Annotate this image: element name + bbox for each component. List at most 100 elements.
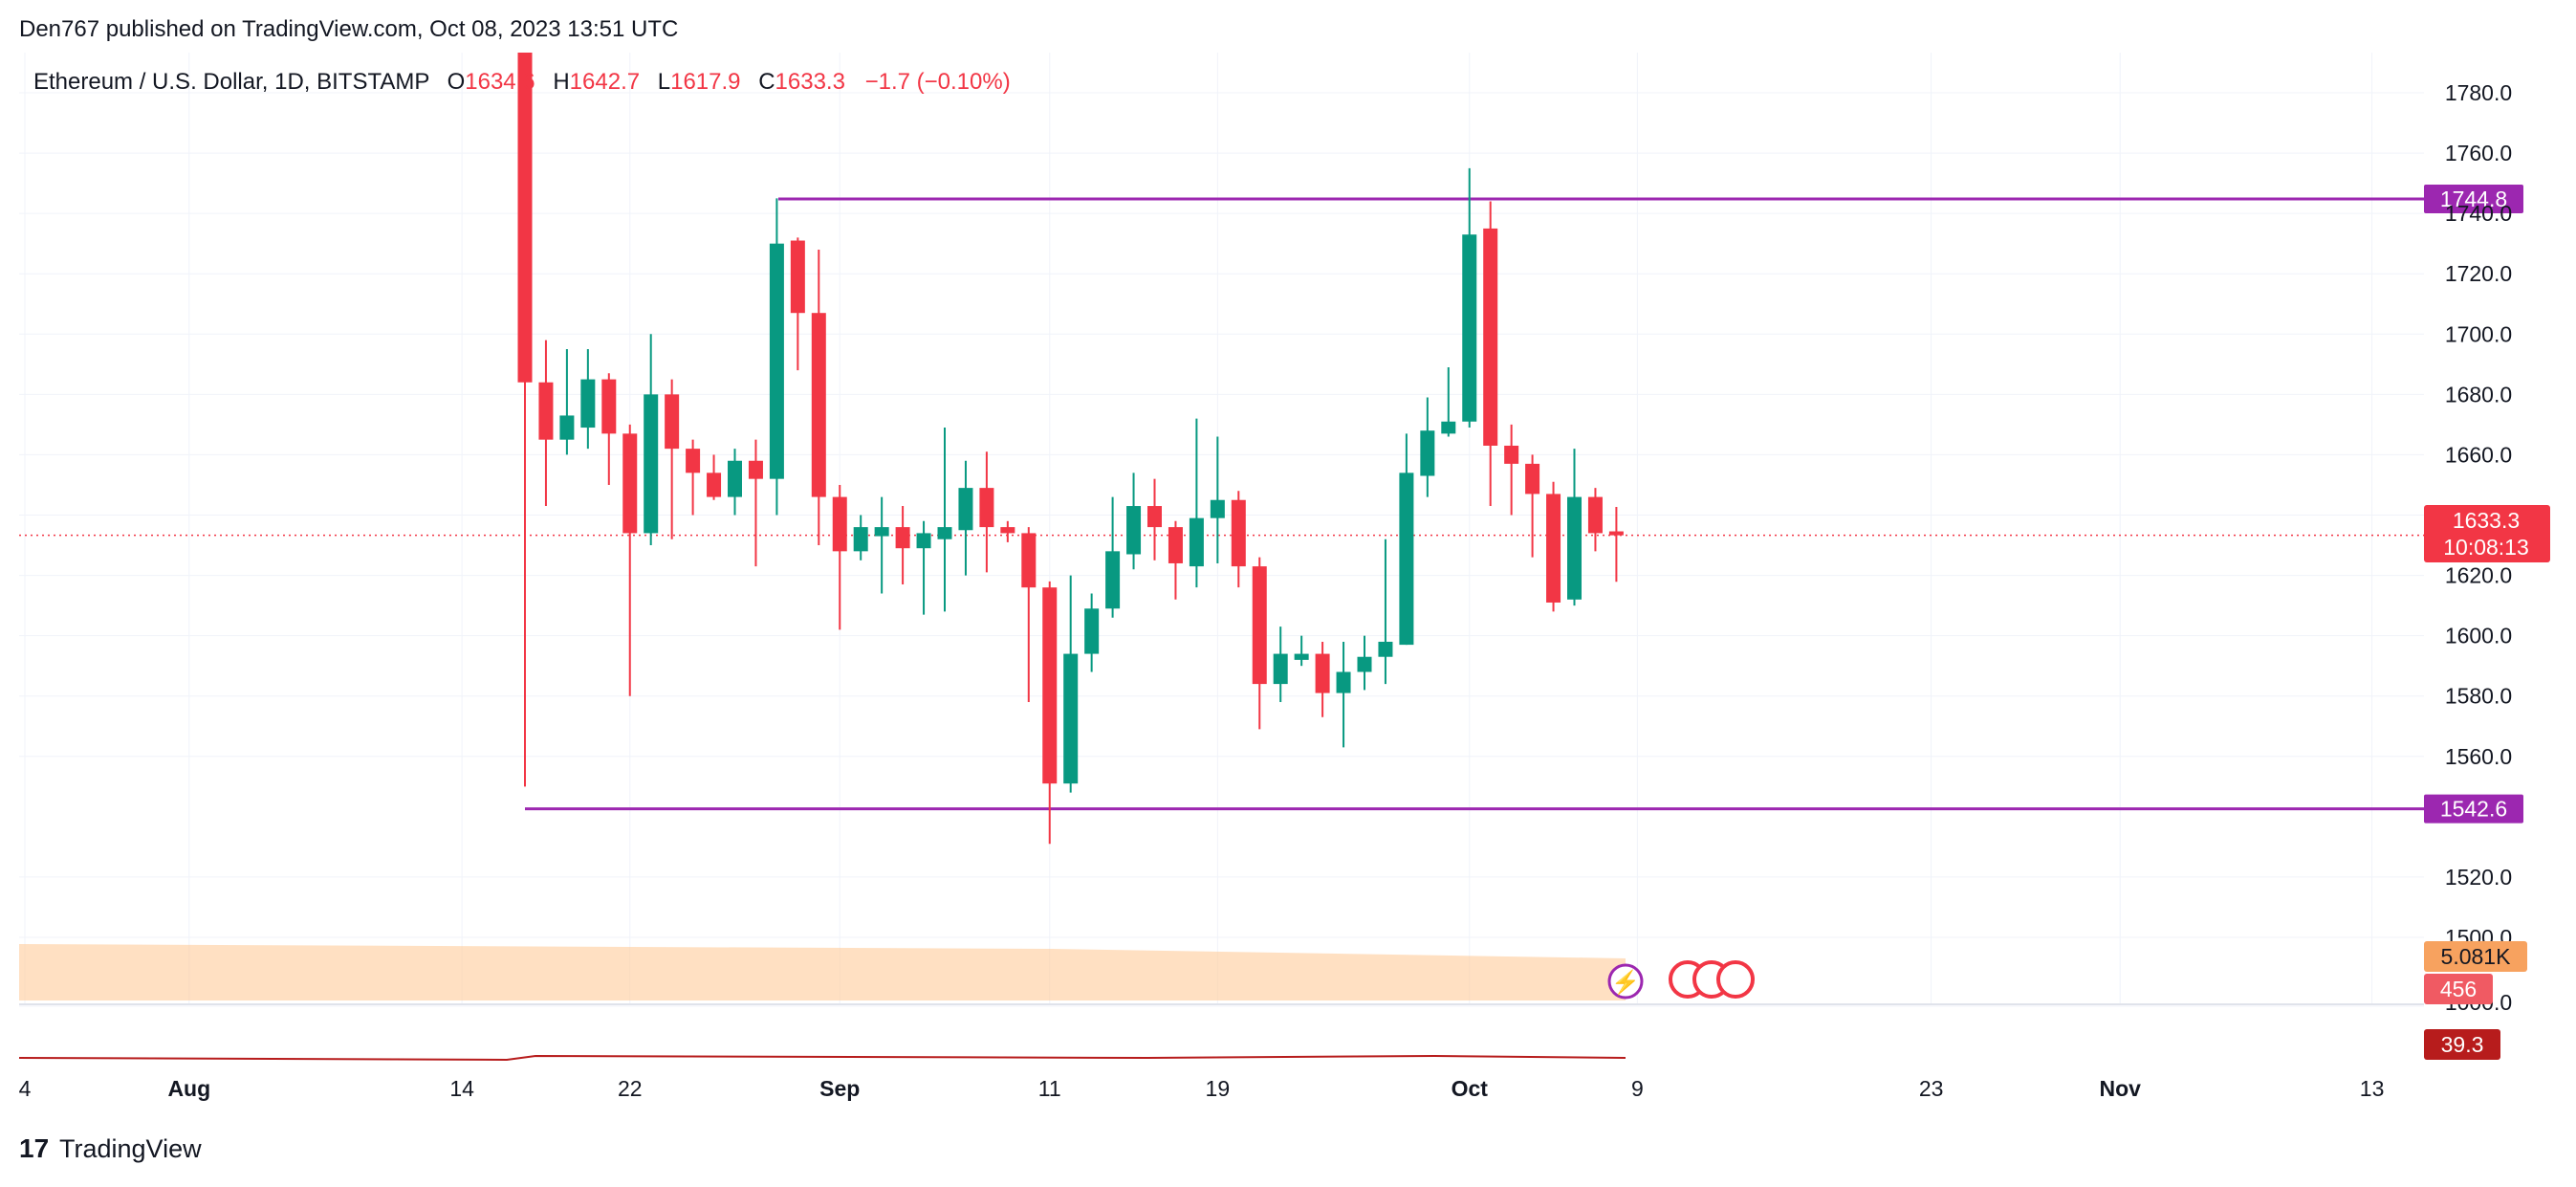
candle-body — [580, 379, 596, 429]
legend: Ethereum / U.S. Dollar, 1D, BITSTAMP O16… — [33, 69, 1011, 95]
candle-body — [769, 243, 784, 479]
tradingview-logo[interactable]: 17 TradingView — [19, 1133, 202, 1163]
candle-body — [1147, 506, 1162, 528]
candle-body — [1189, 517, 1204, 567]
y-tick-label: 1560.0 — [2445, 744, 2512, 769]
candle-body — [1126, 506, 1142, 555]
y-tick-label: 1720.0 — [2445, 261, 2512, 286]
level-price-label: 1744.8 — [2440, 187, 2507, 211]
last-price-label: 1633.3 — [2453, 508, 2520, 533]
candle-body — [1587, 496, 1603, 534]
candle-body — [538, 382, 554, 440]
candle-body — [811, 313, 826, 497]
candle-body — [622, 433, 638, 534]
x-tick-label: 11 — [1038, 1076, 1061, 1101]
y-tick-label: 1660.0 — [2445, 442, 2512, 467]
y-tick-label: 1580.0 — [2445, 684, 2512, 709]
candle-body — [874, 527, 889, 537]
x-tick-label: Oct — [1452, 1076, 1489, 1101]
candle-body — [1546, 494, 1561, 603]
candle-body — [790, 240, 805, 314]
logo-mark: 17 — [19, 1133, 49, 1163]
level-price-badge — [2424, 794, 2523, 824]
candle-body — [748, 460, 763, 479]
candle-body — [1315, 653, 1330, 693]
candle-body — [1231, 499, 1246, 567]
legend-open-value: 1634.6 — [465, 69, 535, 95]
candle-body — [601, 379, 617, 434]
countdown-label: 10:08:13 — [2443, 535, 2529, 560]
candle-body — [1336, 671, 1351, 693]
candle-body — [686, 449, 701, 473]
candle-body — [1462, 234, 1477, 422]
x-tick-label: 19 — [1206, 1076, 1231, 1101]
candle-body — [1000, 527, 1015, 534]
volume-pane — [19, 944, 2424, 1005]
y-tick-label: 1760.0 — [2445, 141, 2512, 165]
candle-body — [1084, 608, 1100, 654]
volume-ma-badge — [2424, 941, 2527, 972]
price-badges: 1633.3 10:08:13 5.081K 456 39.3 — [2424, 505, 2550, 1060]
y-tick-label: 1700.0 — [2445, 321, 2512, 346]
level-price-label: 1542.6 — [2440, 797, 2507, 822]
candle-body — [1420, 430, 1435, 476]
candle-body — [1399, 473, 1414, 646]
grid — [19, 53, 2424, 1007]
legend-open-label: O — [448, 69, 466, 95]
x-tick-label: 4 — [19, 1076, 32, 1101]
candle-body — [1042, 587, 1058, 784]
candle-body — [1210, 499, 1225, 518]
event-markers[interactable]: ⚡ — [1607, 960, 1755, 1000]
candles — [517, 53, 1624, 845]
candle-body — [1357, 656, 1372, 672]
y-tick-label: 1620.0 — [2445, 563, 2512, 588]
candle-body — [707, 473, 722, 497]
bolt-event-icon — [1607, 963, 1644, 1000]
indicator-line — [18, 1054, 1626, 1062]
candle-body — [1567, 496, 1582, 600]
candle-body — [1294, 653, 1309, 660]
x-tick-label: 23 — [1919, 1076, 1944, 1101]
candle-body — [644, 394, 659, 534]
candle-body — [665, 394, 680, 450]
candle-body — [1273, 653, 1288, 685]
candle-body — [517, 53, 533, 383]
candle-body — [979, 488, 994, 528]
y-tick-label: 1740.0 — [2445, 201, 2512, 226]
legend-symbol: Ethereum / U.S. Dollar, 1D, BITSTAMP — [33, 69, 429, 95]
candle-body — [853, 527, 868, 552]
legend-close-label: C — [758, 69, 775, 95]
logo-brand: TradingView — [59, 1134, 202, 1163]
candle-body — [1483, 228, 1498, 446]
candle-body — [958, 488, 973, 531]
candle-body — [1608, 531, 1624, 536]
y-tick-label: 1680.0 — [2445, 382, 2512, 407]
volume-ma-area — [19, 944, 1626, 1000]
x-tick-label: Aug — [167, 1076, 210, 1101]
legend-high-value: 1642.7 — [570, 69, 640, 95]
candle-body — [1252, 566, 1267, 685]
indicator-badge — [2424, 1029, 2500, 1060]
candle-body — [1168, 527, 1183, 563]
volume-label: 456 — [2440, 977, 2477, 1001]
bolt-glyph: ⚡ — [1611, 969, 1640, 996]
candle-body — [1525, 463, 1540, 495]
candle-body — [559, 415, 575, 440]
y-tick-label: 1520.0 — [2445, 865, 2512, 890]
x-tick-label: 14 — [449, 1076, 474, 1101]
last-price-badge — [2424, 505, 2550, 562]
candle-body — [1021, 533, 1037, 588]
publisher-line: Den767 published on TradingView.com, Oct… — [19, 16, 678, 42]
indicator-pane — [18, 1054, 1626, 1062]
x-tick-label: Sep — [819, 1076, 860, 1101]
y-tick-label: 1600.0 — [2445, 624, 2512, 648]
x-tick-label: Nov — [2099, 1076, 2141, 1101]
indicator-label: 39.3 — [2441, 1032, 2484, 1057]
candle-body — [1063, 653, 1079, 784]
candle-body — [1378, 641, 1393, 657]
x-tick-label: 13 — [2360, 1076, 2385, 1101]
candle-body — [1504, 445, 1519, 464]
y-tick-label: 1780.0 — [2445, 80, 2512, 105]
